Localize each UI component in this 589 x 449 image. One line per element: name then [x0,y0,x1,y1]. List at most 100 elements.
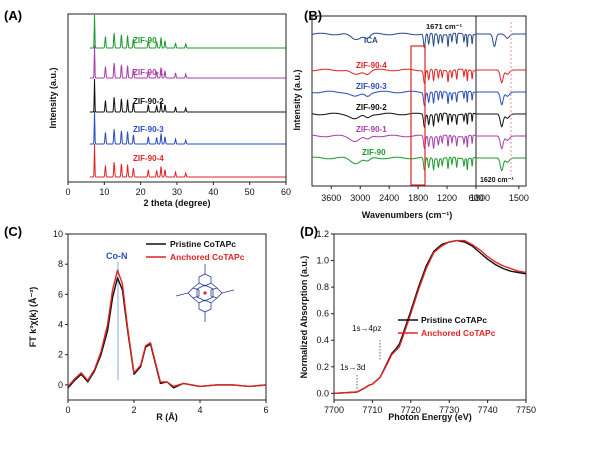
panel-a-frame [67,13,287,183]
panel-c-ytick-label: 10 [53,229,63,239]
panel-d-xtick-label: 7740 [478,405,498,415]
panel-c-legend-label: Anchored CoTAPc [170,252,245,262]
panel-d-ytick-label: 1.0 [316,256,329,266]
panel-c-xtick-label: 4 [197,405,202,415]
panel-a-series-label: ZIF-90-2 [133,97,164,106]
panel-d-legend-label: Pristine CoTAPc [421,315,487,325]
panel-a-xtick-label: 30 [172,187,182,197]
panel-b-xtick-label: 1800 [408,193,428,203]
panel-d-chart: 7700 7710 7720 7730 7740 7750 0.0 0.2 0.4 0.6 0.8 1… [299,229,536,422]
panel-d-ytick-label: 0.8 [316,282,329,292]
panel-b-xtick-label: 2400 [379,193,399,203]
panel-c-xlabel: R (Å) [156,412,178,422]
panel-b-inset-xtick-label: 1500 [509,193,529,203]
panel-b-series-line [312,156,477,172]
panel-b-inset-series-line [476,69,526,84]
panel-d-legend-label: Anchored CoTAPc [421,328,496,338]
panel-a-series-label: ZIF-90 [133,36,157,45]
panel-b-xtick-label: 3600 [321,193,341,203]
panel-b-series-line [311,90,477,107]
panel-b-series-label: ZIF-90-3 [356,82,387,91]
panel-d-xtick-label: 7730 [439,405,459,415]
panel-c-xtick-label: 6 [263,405,268,415]
panel-d-ytick-label: 0.6 [316,309,329,319]
panel-b-inset-series-line [476,91,526,106]
panel-b-series-line [311,112,476,129]
panel-b-xtick-label: 1200 [437,193,457,203]
panel-a-series-line [89,78,286,113]
molecule-structure-icon [175,264,235,322]
panel-b-inset-series-line [476,157,526,172]
panel-a-xlabel: 2 theta (degree) [143,198,210,208]
panel-d-xlabel: Photon Energy (eV) [388,412,472,422]
panel-c-annotation-con: Co-N [106,251,128,261]
panel-b-series-label: ICA [364,36,378,45]
panel-d-xtick-label: 7700 [324,405,344,415]
panel-b-inset-xtick-label: 1800 [470,193,490,203]
panel-a-xtick-label: 20 [136,187,146,197]
panel-a-series-line [89,143,286,178]
panel-c-series-line [67,277,267,389]
panel-a-xtick-label: 50 [245,187,255,197]
panel-c-ytick-label: 0 [58,380,63,390]
panel-b-series-line [312,134,476,150]
panel-b-inset-series-line [476,33,526,48]
panel-d-series-line [333,239,527,395]
panel-c-legend-label: Pristine CoTAPc [170,239,236,249]
panel-d-xtick-label: 7710 [362,405,382,415]
panel-c-ytick-label: 8 [58,259,63,269]
panel-a-chart: 0 10 20 30 40 50 60 2 theta (degree) Intensity… [48,13,291,208]
panel-b-annotation-1620: 1620 cm⁻¹ [480,177,514,184]
panel-d-ytick-label: 0.4 [316,335,329,345]
panel-b-xtick-label: 3000 [350,193,370,203]
panel-a-series-line [89,110,286,145]
panel-b-annotation-1671: 1671 cm⁻¹ [426,22,463,31]
panel-c-series-line [67,269,267,388]
panel-b-series-label: ZIF-90-2 [356,103,387,112]
panel-d-ytick-label: 0.2 [316,362,329,372]
panel-b-series-line [312,68,476,85]
panel-a-xtick-label: 10 [99,187,109,197]
panel-c-label: (C) [4,224,22,239]
panel-d-ytick-label: 1.2 [316,229,329,239]
panel-b-ylabel: Intensity (a.u.) [292,69,302,130]
panel-a-series-label: ZIF-90-4 [133,154,164,163]
panel-d-ytick-label: 0.0 [316,388,329,398]
panel-c-ytick-label: 4 [58,320,63,330]
panel-d-frame [333,233,527,401]
panel-c-ytick-label: 6 [58,289,63,299]
panel-a-series-label: ZIF-90-3 [133,125,164,134]
panel-d-label: (D) [300,224,318,239]
panel-c-ylabel: FT k³χ(k) (Å⁻³) [28,287,38,347]
panel-b-series-label: ZIF-90 [362,148,386,157]
panel-d-xtick-label: 7720 [401,405,421,415]
panel-a-series-line [89,14,286,49]
panel-b-series-line [311,32,477,49]
panel-b-inset-series-line [476,113,526,128]
panel-b-highlight-box [410,45,426,186]
panel-a-label: (A) [4,8,22,23]
panel-b-series-label: ZIF-90-4 [356,61,387,70]
panel-a-series-label: ZIF-90-1 [133,68,164,77]
panel-a-ylabel: Intensity (a.u.) [48,67,58,128]
panel-b-series-label: ZIF-90-1 [356,125,387,134]
panel-a-series-line [89,44,286,79]
panel-c-frame [67,233,267,401]
panel-c-chart: 0 2 4 6 0 2 4 6 8 10 Co-N R (Å) FT k³χ(k) (Å⁻³) P… [28,229,269,422]
panel-b-inset-series-line [476,135,526,150]
panel-c-xtick-label: 2 [131,405,136,415]
panel-d-annotation-3d: 1s→3d [340,363,365,372]
panel-a-xtick-label: 0 [65,187,70,197]
panel-b-inset-frame [475,15,527,187]
panel-c-xtick-label: 0 [65,405,70,415]
panel-d-ylabel: Normalized Absorption (a.u.) [299,256,309,379]
panel-a-xtick-label: 60 [281,187,291,197]
panel-d-annotation-4pz: 1s→4pz [352,324,381,333]
panel-b-xlabel: Wavenumbers (cm⁻¹) [362,210,452,220]
panel-c-ytick-label: 2 [58,350,63,360]
panel-a-xtick-label: 40 [208,187,218,197]
panel-b-xtick-label: 600 [468,193,483,203]
panel-d-xtick-label: 7750 [516,405,536,415]
panel-b-chart: 1671 cm⁻¹ 1620 cm⁻¹ 3600 3000 2400 1800 1200… [292,15,529,220]
